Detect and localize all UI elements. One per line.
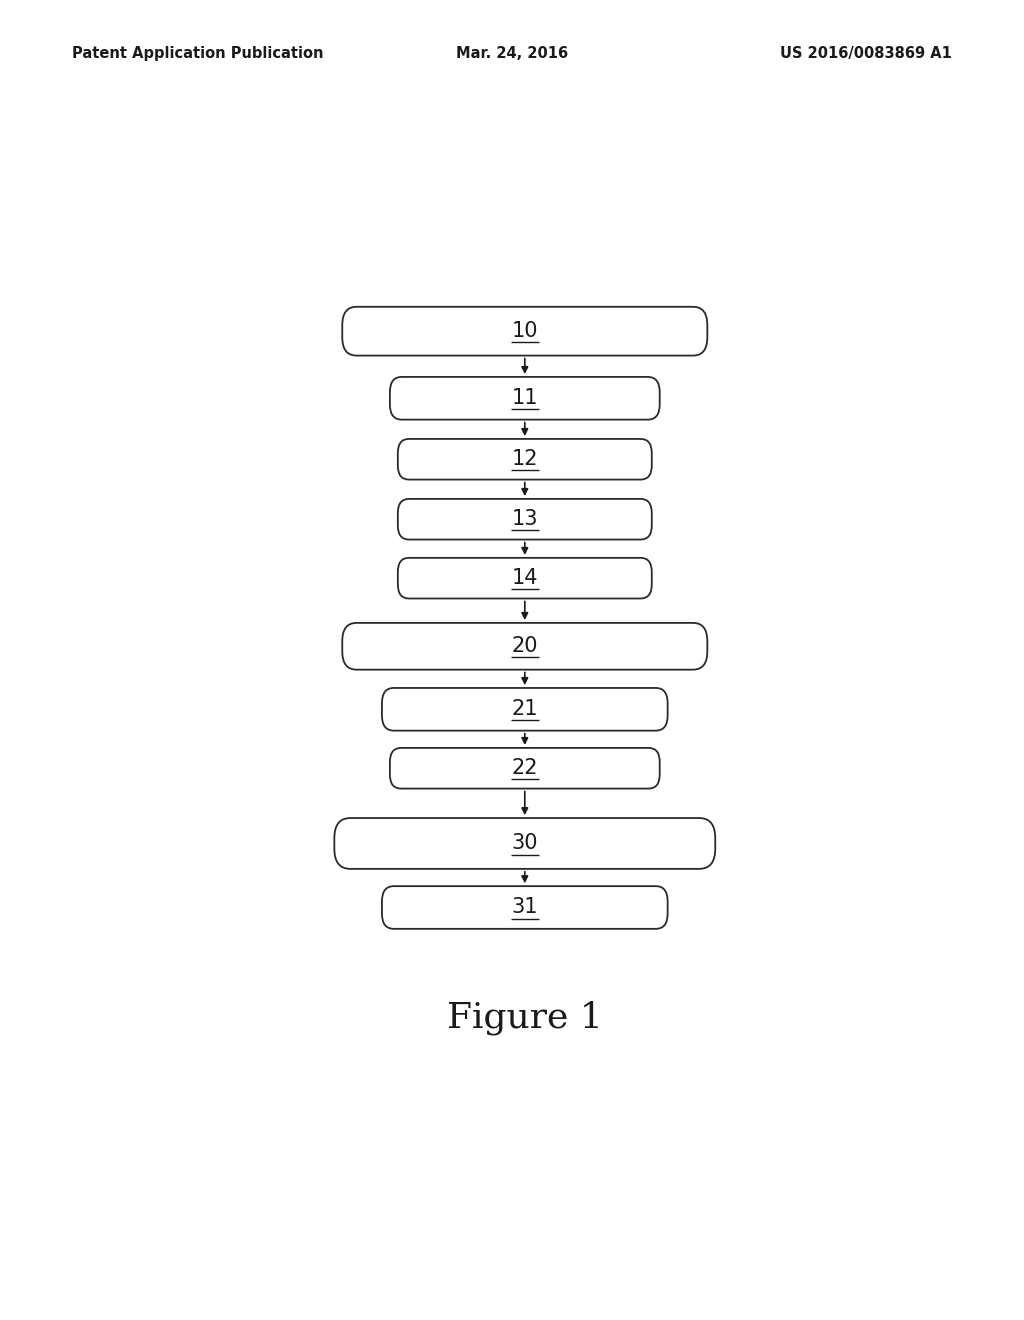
FancyBboxPatch shape xyxy=(334,818,715,869)
FancyBboxPatch shape xyxy=(390,748,659,788)
FancyBboxPatch shape xyxy=(382,688,668,731)
Text: 14: 14 xyxy=(512,568,538,589)
Text: 11: 11 xyxy=(512,388,538,408)
FancyBboxPatch shape xyxy=(390,378,659,420)
Text: 30: 30 xyxy=(512,833,538,854)
FancyBboxPatch shape xyxy=(382,886,668,929)
FancyBboxPatch shape xyxy=(342,306,708,355)
FancyBboxPatch shape xyxy=(397,558,651,598)
Text: 12: 12 xyxy=(512,449,538,469)
Text: 22: 22 xyxy=(512,758,538,779)
Text: 21: 21 xyxy=(512,700,538,719)
Text: Mar. 24, 2016: Mar. 24, 2016 xyxy=(456,46,568,61)
FancyBboxPatch shape xyxy=(397,440,651,479)
FancyBboxPatch shape xyxy=(342,623,708,669)
Text: 10: 10 xyxy=(512,321,538,341)
FancyBboxPatch shape xyxy=(397,499,651,540)
Text: Figure 1: Figure 1 xyxy=(446,1001,603,1035)
Text: 20: 20 xyxy=(512,636,538,656)
Text: 31: 31 xyxy=(512,898,538,917)
Text: US 2016/0083869 A1: US 2016/0083869 A1 xyxy=(780,46,952,61)
Text: 13: 13 xyxy=(512,510,538,529)
Text: Patent Application Publication: Patent Application Publication xyxy=(72,46,324,61)
